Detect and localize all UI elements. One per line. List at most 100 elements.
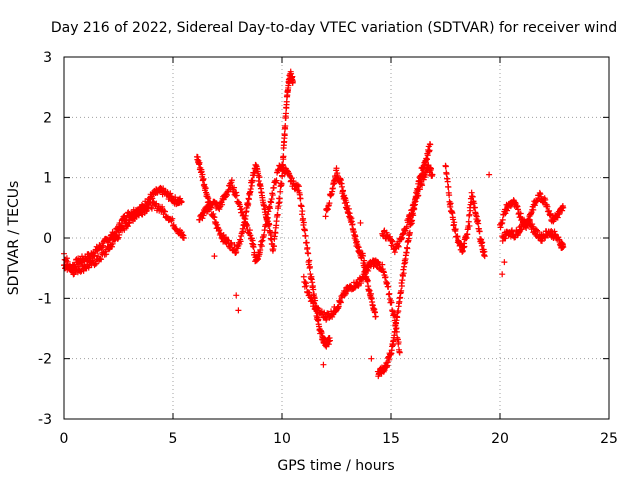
y-tick-label: 0 (43, 231, 52, 247)
data-point (338, 183, 345, 190)
data-point (360, 252, 367, 259)
data-point (300, 273, 307, 280)
x-tick-label: 0 (60, 431, 69, 447)
data-point (403, 223, 410, 230)
data-point (273, 177, 280, 184)
data-point (335, 303, 342, 310)
data-point (368, 290, 375, 297)
data-point (326, 337, 333, 344)
data-point (77, 268, 84, 275)
data-point (276, 195, 283, 202)
data-point (196, 159, 203, 166)
x-tick-label: 5 (169, 431, 178, 447)
data-point (341, 194, 348, 201)
data-point (237, 238, 244, 245)
data-point (389, 238, 396, 245)
data-point (452, 226, 459, 233)
data-point (295, 183, 302, 190)
data-point (278, 180, 285, 187)
data-point (250, 244, 257, 251)
data-point (231, 241, 238, 248)
data-point (135, 212, 142, 219)
data-point (282, 123, 289, 130)
data-point (302, 233, 309, 240)
data-point (114, 235, 121, 242)
chart-title: Day 216 of 2022, Sidereal Day-to-day VTE… (51, 20, 617, 36)
data-point (343, 199, 350, 206)
data-point (277, 188, 284, 195)
data-point (268, 196, 275, 203)
data-point (361, 262, 368, 269)
data-point (322, 213, 329, 220)
data-point (447, 200, 454, 207)
data-point (560, 244, 567, 251)
y-tick-label: -2 (38, 352, 52, 368)
data-point (399, 273, 406, 280)
data-point (249, 237, 256, 244)
data-point (200, 212, 207, 219)
data-point (249, 177, 256, 184)
data-point (282, 110, 289, 117)
data-point (274, 211, 281, 218)
data-point (525, 216, 532, 223)
data-point (344, 202, 351, 209)
data-point (422, 172, 429, 179)
data-point (426, 147, 433, 154)
data-point (361, 257, 368, 264)
data-point (219, 201, 226, 208)
data-point (199, 171, 206, 178)
data-point (442, 163, 449, 170)
data-point (255, 255, 262, 262)
data-point (499, 216, 506, 223)
data-point (169, 215, 176, 222)
data-point (395, 243, 402, 250)
data-point (262, 206, 269, 213)
data-point (461, 243, 468, 250)
data-point (66, 263, 73, 270)
data-point (404, 245, 411, 252)
data-point (71, 270, 78, 277)
data-point (473, 213, 480, 220)
data-point (306, 257, 313, 264)
data-point (235, 307, 242, 314)
data-point (256, 174, 263, 181)
y-tick-label: 1 (43, 171, 52, 187)
data-point (257, 246, 264, 253)
data-point (233, 192, 240, 199)
data-point (245, 201, 252, 208)
y-tick-label: 2 (43, 110, 52, 126)
data-point (467, 207, 474, 214)
data-point (303, 239, 310, 246)
data-point (263, 221, 270, 228)
data-point (289, 78, 296, 85)
data-points (61, 68, 567, 380)
data-point (459, 248, 466, 255)
data-point (481, 253, 488, 260)
data-point (429, 171, 436, 178)
data-point (246, 227, 253, 234)
data-point (300, 219, 307, 226)
data-point (427, 141, 434, 148)
data-point (159, 203, 166, 210)
data-point (200, 175, 207, 182)
data-point (121, 226, 128, 233)
data-point (148, 205, 155, 212)
data-point (264, 214, 271, 221)
data-point (74, 263, 81, 270)
data-point (233, 292, 240, 299)
data-point (109, 240, 116, 247)
data-point (180, 235, 187, 241)
data-point (362, 266, 369, 273)
data-point (446, 192, 453, 199)
data-point (194, 154, 201, 161)
data-point (304, 244, 311, 251)
data-point (85, 264, 92, 271)
data-point (300, 215, 307, 222)
data-point (466, 222, 473, 229)
data-point (399, 277, 406, 284)
data-point (398, 287, 405, 294)
data-point (518, 226, 525, 233)
data-point (267, 205, 274, 212)
